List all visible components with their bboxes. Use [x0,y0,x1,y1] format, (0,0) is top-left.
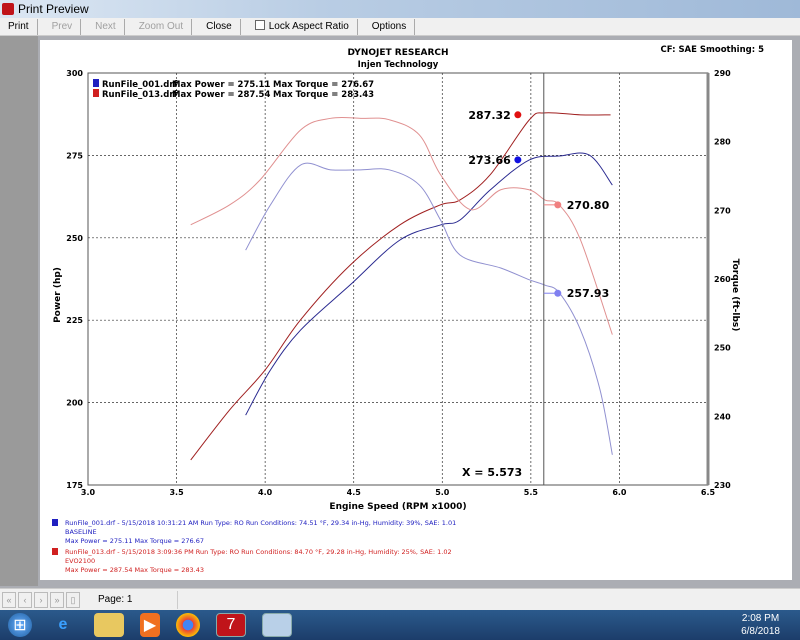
legend-swatch-001 [93,79,99,87]
run-swatch-013 [52,548,58,555]
x-tick-label: 5.0 [435,488,450,497]
status-bar: « ‹ › » ▯ Page: 1 [0,588,800,610]
app-icon [2,3,14,15]
y-tick-label: 175 [66,481,83,490]
preview-margin [0,36,38,586]
y2-tick-label: 250 [714,344,731,353]
data-marker [514,111,522,119]
dynojet-app-icon[interactable]: 7 [216,613,246,637]
prev-button[interactable]: Prev [44,18,82,35]
data-marker [554,289,562,297]
system-clock[interactable]: 2:08 PM 6/8/2018 [741,612,780,638]
run-013-line3: Max Power = 287.54 Max Torque = 283.43 [65,566,204,574]
y-tick-label: 200 [66,399,83,408]
y-tick-label: 250 [66,234,83,243]
media-player-icon[interactable]: ▶ [140,613,160,637]
next-button[interactable]: Next [87,18,125,35]
dyno-chart: DYNOJET RESEARCH Injen Technology CF: SA… [52,45,765,574]
print-button[interactable]: Print [0,18,38,35]
page-indicator: Page: 1 [98,590,178,609]
cf-smoothing: CF: SAE Smoothing: 5 [661,45,765,55]
marker-value-label: 273.66 [468,154,511,167]
internet-explorer-icon[interactable]: e [58,616,68,633]
y-axis-label: Power (hp) [53,267,63,323]
x-tick-label: 5.5 [524,488,539,497]
start-button-icon[interactable]: ⊞ [8,613,32,637]
lock-aspect-label: Lock Aspect Ratio [268,20,349,32]
legend-file-001: RunFile_001.drf [102,80,178,90]
x-tick-label: 4.0 [258,488,273,497]
power-curve-RunFile_013drf [190,112,611,461]
power-curve-RunFile_001drf [245,152,613,416]
y2-tick-label: 290 [714,69,731,78]
x-tick-label: 3.5 [169,488,184,497]
run-info: RunFile_001.drf - 5/15/2018 10:31:21 AM … [52,519,456,574]
y-tick-label: 275 [66,151,83,160]
file-explorer-icon[interactable] [94,613,124,637]
next-page-button[interactable]: › [34,591,48,608]
x-tick-label: 6.0 [612,488,627,497]
run-001-line2: BASELINE [65,528,97,536]
legend-torque-001: Max Torque = 276.67 [273,80,374,90]
marker-value-label: 270.80 [567,199,610,212]
clock-date: 6/8/2018 [741,626,780,637]
last-page-button[interactable]: » [50,591,64,608]
legend-power-001: Max Power = 275.11 [172,80,270,90]
options-button[interactable]: Options [364,18,416,35]
legend-file-013: RunFile_013.drf [102,90,178,100]
toolbar: Print Prev Next Zoom Out Close Lock Aspe… [0,18,800,36]
x-tick-label: 6.5 [701,488,716,497]
run-001-line3: Max Power = 275.11 Max Torque = 276.67 [65,537,204,545]
y2-tick-label: 230 [714,481,731,490]
page-icon[interactable]: ▯ [66,591,80,608]
run-swatch-001 [52,519,58,526]
zoom-out-button[interactable]: Zoom Out [131,18,193,35]
close-button[interactable]: Close [198,18,241,35]
legend-swatch-013 [93,89,99,97]
print-page: DYNOJET RESEARCH Injen Technology CF: SA… [40,40,792,580]
cursor-label: X = 5.573 [462,466,522,479]
y-tick-label: 225 [66,316,83,325]
window-title: Print Preview [18,2,89,16]
y-tick-label: 300 [66,69,83,78]
x-axis-label: Engine Speed (RPM x1000) [329,502,466,512]
y2-tick-label: 240 [714,412,731,421]
legend-torque-013: Max Torque = 283.43 [273,90,374,100]
marker-value-label: 287.32 [468,109,510,122]
marker-value-label: 257.93 [567,287,609,300]
taskbar: ⊞ e ▶ 7 2:08 PM 6/8/2018 [0,610,800,640]
legend: RunFile_001.drf Max Power = 275.11 Max T… [93,79,374,100]
checkbox-icon[interactable] [254,19,265,30]
window-titlebar: Print Preview [0,0,800,18]
torque-curve-RunFile_001drf [245,162,613,455]
run-013-line2: EVO2100 [65,557,95,565]
y2-tick-label: 270 [714,206,731,215]
x-tick-label: 4.5 [347,488,362,497]
run-001-line1: RunFile_001.drf - 5/15/2018 10:31:21 AM … [65,519,456,527]
clock-time: 2:08 PM [741,613,780,624]
lock-aspect-checkbox[interactable]: Lock Aspect Ratio [247,18,358,35]
chrome-icon[interactable] [176,613,200,637]
legend-power-013: Max Power = 287.54 [172,90,270,100]
x-tick-label: 3.0 [81,488,96,497]
y2-tick-label: 280 [714,138,731,147]
calculator-icon[interactable] [262,613,292,637]
data-marker [554,201,562,209]
prev-page-button[interactable]: ‹ [18,591,32,608]
y2-tick-label: 260 [714,275,731,284]
plot-frame [87,72,709,486]
y2-axis-label: Torque (ft-lbs) [730,259,740,332]
report-company: DYNOJET RESEARCH [347,48,448,58]
report-subtitle: Injen Technology [358,60,439,70]
torque-curve-RunFile_013drf [190,116,613,335]
data-marker [514,156,522,164]
first-page-button[interactable]: « [2,591,16,608]
run-013-line1: RunFile_013.drf - 5/15/2018 3:09:36 PM R… [65,548,452,556]
